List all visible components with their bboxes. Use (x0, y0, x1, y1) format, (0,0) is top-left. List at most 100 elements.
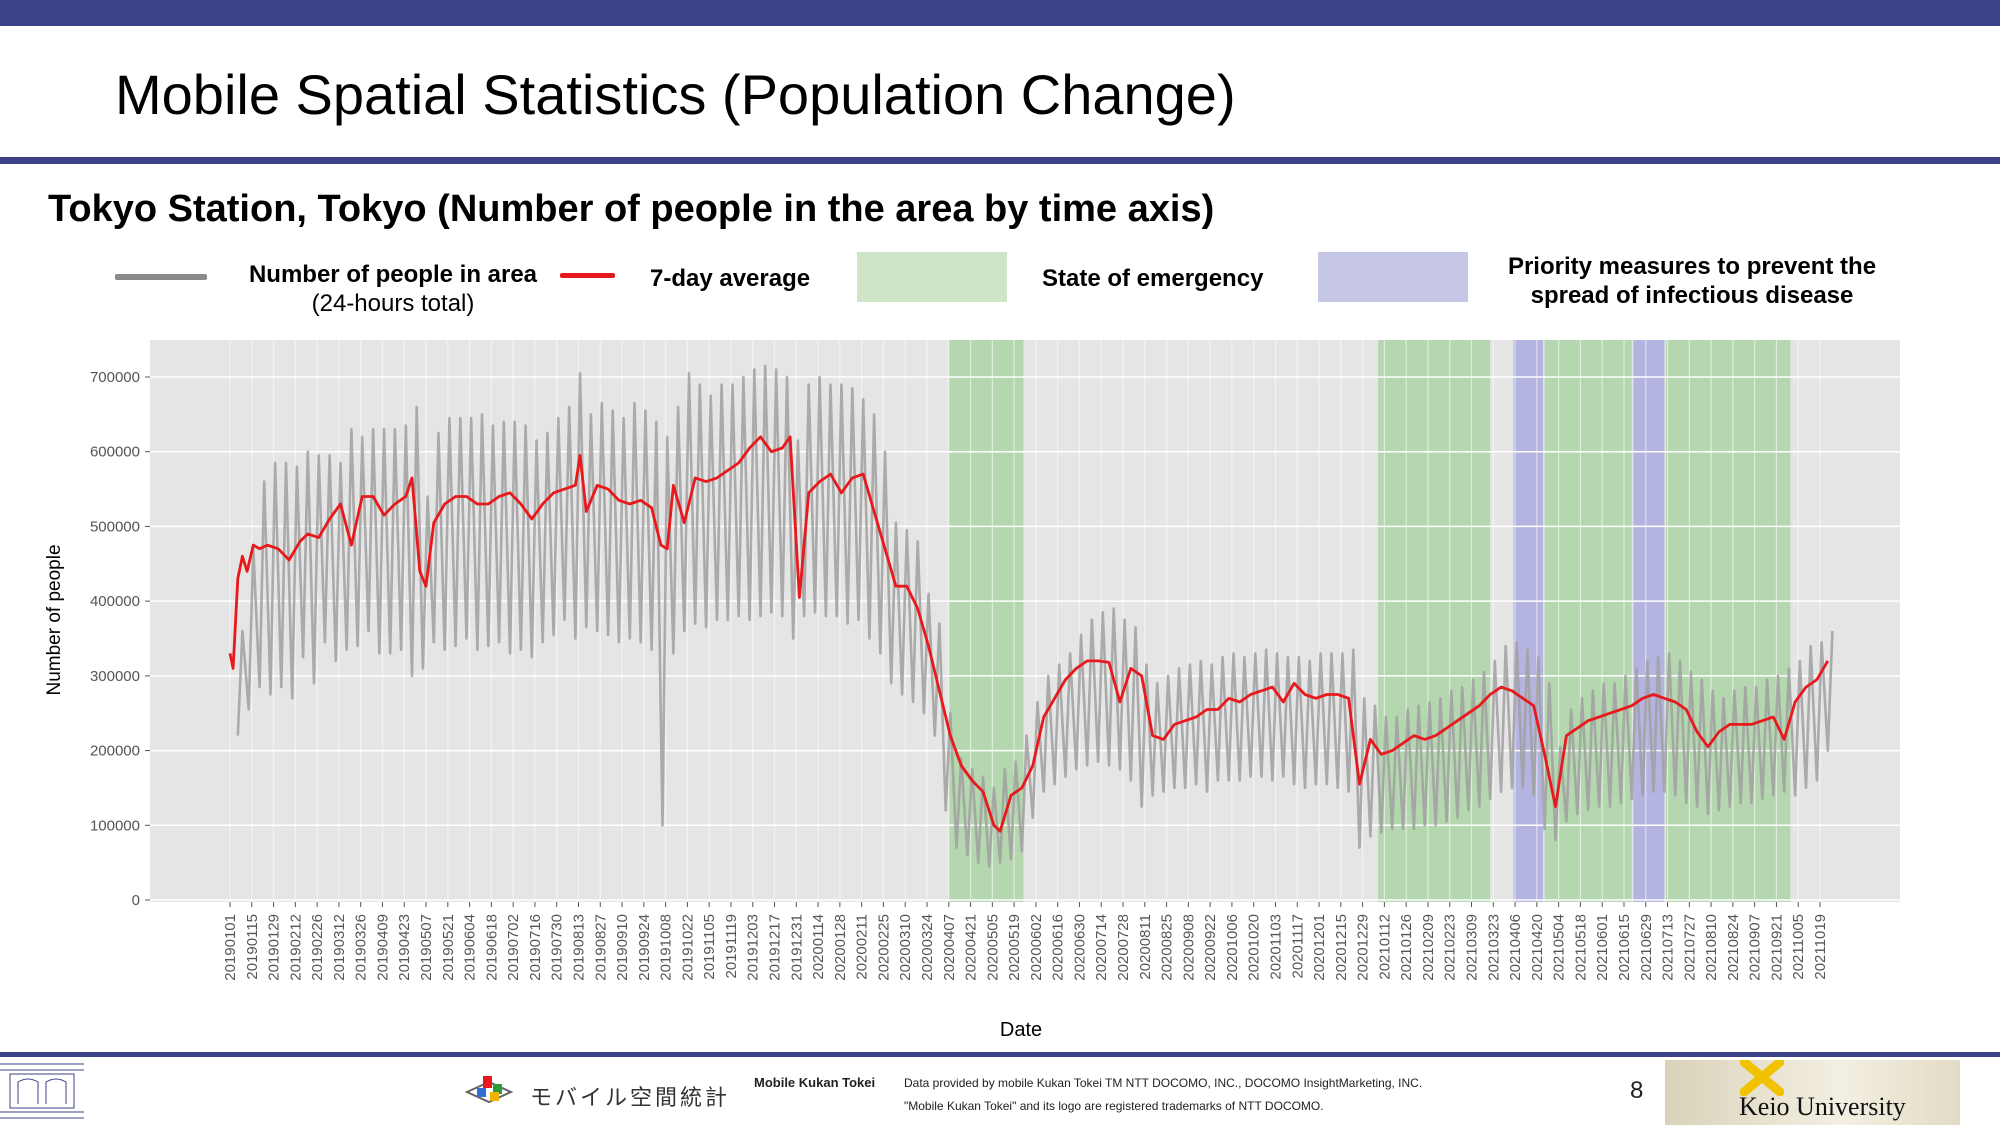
legend-priority-line1: Priority measures to prevent the (1507, 253, 1877, 280)
x-tick-label-0: 20190101 (222, 914, 239, 981)
x-tick-label-54: 20210126 (1398, 914, 1415, 981)
x-tick-label-66: 20210713 (1660, 914, 1677, 981)
x-tick-label-30: 20200225 (875, 914, 892, 981)
mobile-kukan-tokei-logo-icon (465, 1076, 514, 1104)
y-tick-label-0: 0 (132, 892, 140, 909)
brand-name-en: Mobile Kukan Tokei (754, 1075, 876, 1090)
y-tick-label-5: 500000 (90, 518, 140, 535)
x-tick-label-73: 20211019 (1812, 914, 1829, 980)
y-tick-label-4: 400000 (90, 593, 140, 610)
x-tick-label-36: 20200519 (1006, 914, 1023, 981)
top-accent-bar (0, 0, 2000, 26)
keio-logo: Keio University (1665, 1060, 1960, 1125)
x-tick-label-63: 20210601 (1594, 914, 1611, 981)
x-tick-label-65: 20210629 (1638, 914, 1655, 981)
x-tick-label-43: 20200825 (1159, 914, 1176, 981)
x-tick-label-53: 20210112 (1376, 914, 1393, 980)
x-tick-label-49: 20201117 (1289, 914, 1306, 979)
x-tick-label-9: 20190507 (418, 914, 435, 981)
x-tick-label-8: 20190423 (396, 914, 413, 981)
x-tick-label-14: 20190716 (527, 914, 544, 981)
x-tick-label-56: 20210223 (1442, 914, 1459, 981)
x-tick-label-59: 20210406 (1507, 914, 1524, 981)
x-tick-label-21: 20191022 (679, 914, 696, 981)
legend-priority: Priority measures to prevent the spread … (1482, 252, 1902, 310)
x-tick-label-58: 20210323 (1485, 914, 1502, 981)
x-tick-label-20: 20191008 (658, 914, 675, 981)
legend-average: 7-day average (650, 265, 811, 292)
x-tick-label-28: 20200128 (832, 914, 849, 981)
legend-priority-line2: spread of infectious disease (1530, 282, 1854, 309)
x-tick-label-47: 20201020 (1246, 914, 1263, 981)
keio-pen-icon (1740, 1060, 1784, 1096)
x-tick-label-50: 20201201 (1311, 914, 1328, 981)
x-tick-label-12: 20190618 (483, 914, 500, 981)
shaded-period-5 (1665, 340, 1791, 902)
y-tick-label-6: 600000 (90, 444, 140, 461)
x-tick-label-38: 20200616 (1050, 914, 1067, 981)
page-number: 8 (1630, 1077, 1644, 1104)
x-tick-label-44: 20200908 (1180, 914, 1197, 981)
legend-gray-line (115, 274, 207, 280)
x-tick-label-51: 20201215 (1333, 914, 1350, 981)
x-tick-label-35: 20200505 (984, 914, 1001, 981)
x-tick-label-37: 20200602 (1028, 914, 1045, 981)
x-tick-label-7: 20190409 (375, 914, 392, 981)
y-tick-label-3: 300000 (90, 668, 140, 685)
y-tick-label-7: 700000 (90, 369, 140, 386)
x-tick-label-24: 20191203 (745, 914, 762, 981)
legend-people-sub: (24-hours total) (311, 290, 475, 317)
x-tick-label-40: 20200714 (1093, 914, 1110, 981)
x-tick-label-67: 20210727 (1681, 914, 1698, 981)
x-tick-label-45: 20200922 (1202, 914, 1219, 981)
credit-line-2: "Mobile Kukan Tokei" and its logo are re… (904, 1099, 1324, 1113)
lab-logo (0, 1063, 84, 1119)
x-tick-label-11: 20190604 (462, 914, 479, 981)
legend-people-label: Number of people in area (248, 261, 538, 288)
x-tick-label-1: 20190115 (244, 914, 261, 980)
slide-title: Mobile Spatial Statistics (Population Ch… (115, 63, 1236, 126)
x-tick-label-71: 20210921 (1768, 914, 1785, 981)
x-tick-label-68: 20210810 (1703, 914, 1720, 981)
chart-subtitle: Tokyo Station, Tokyo (Number of people i… (48, 188, 1215, 230)
x-tick-label-33: 20200407 (941, 914, 958, 981)
x-tick-label-57: 20210309 (1464, 914, 1481, 981)
x-tick-label-41: 20200728 (1115, 914, 1132, 981)
x-tick-label-13: 20190702 (505, 914, 522, 981)
credit-line-1: Data provided by mobile Kukan Tokei TM N… (904, 1076, 1423, 1090)
x-tick-label-23: 20191119 (723, 914, 740, 979)
x-tick-label-64: 20210615 (1616, 914, 1633, 981)
x-tick-label-39: 20200630 (1072, 914, 1089, 981)
x-tick-label-70: 20210907 (1747, 914, 1764, 981)
x-tick-label-32: 20200324 (919, 914, 936, 981)
x-tick-label-55: 20210209 (1420, 914, 1437, 981)
legend-people: Number of people in area (24-hours total… (232, 260, 554, 318)
x-tick-label-60: 20210420 (1529, 914, 1546, 981)
series-line-7-day-average (228, 435, 1830, 833)
x-tick-label-52: 20201229 (1355, 914, 1372, 981)
x-tick-label-17: 20190827 (592, 914, 609, 981)
legend-emergency: State of emergency (1042, 265, 1264, 292)
y-tick-label-1: 100000 (90, 817, 140, 834)
brand-label: モバイル空間統計 (530, 1085, 731, 1110)
x-tick-label-18: 20190910 (614, 914, 631, 981)
x-tick-label-72: 20211005 (1790, 914, 1807, 980)
x-tick-label-16: 20190813 (571, 914, 588, 981)
x-tick-label-5: 20190312 (331, 914, 348, 981)
x-tick-label-6: 20190326 (353, 914, 370, 981)
x-tick-label-4: 20190226 (309, 914, 326, 981)
x-tick-label-62: 20210518 (1572, 914, 1589, 981)
x-tick-label-19: 20190924 (636, 914, 653, 981)
x-tick-label-10: 20190521 (440, 914, 457, 981)
x-tick-label-48: 20201103 (1268, 914, 1285, 980)
shaded-period-2 (1513, 340, 1544, 902)
x-tick-label-31: 20200310 (897, 914, 914, 981)
x-tick-label-34: 20200421 (963, 914, 980, 981)
y-axis-label: Number of people (44, 544, 65, 695)
legend-green-box (857, 252, 1007, 302)
x-tick-label-27: 20200114 (810, 914, 827, 980)
shaded-period-4 (1633, 340, 1665, 902)
legend-blue-box (1318, 252, 1468, 302)
x-tick-label-3: 20190212 (287, 914, 304, 981)
